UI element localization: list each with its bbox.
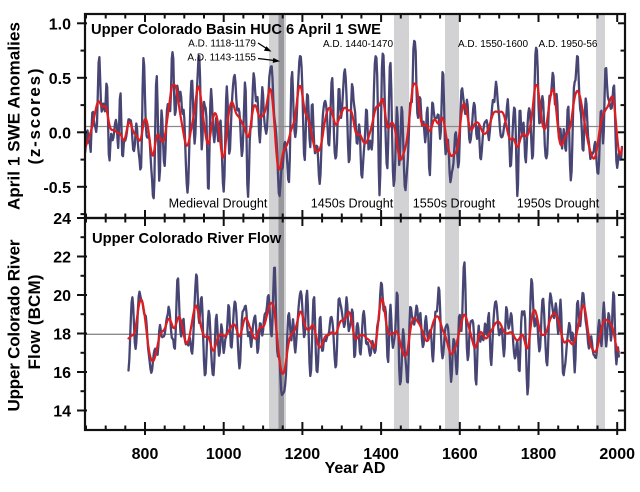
svg-text:April 1 SWE Anomalies: April 1 SWE Anomalies — [5, 22, 24, 210]
svg-text:24: 24 — [53, 211, 71, 228]
svg-text:1800: 1800 — [521, 446, 557, 463]
svg-text:1950s Drought: 1950s Drought — [517, 197, 600, 211]
svg-text:A.D. 1550-1600: A.D. 1550-1600 — [458, 39, 528, 50]
svg-text:Year AD: Year AD — [325, 460, 386, 477]
svg-text:Upper Colorado River: Upper Colorado River — [5, 239, 24, 411]
svg-text:800: 800 — [132, 446, 159, 463]
svg-text:A.D. 1118-1179: A.D. 1118-1179 — [188, 39, 256, 50]
svg-text:1400: 1400 — [363, 446, 399, 463]
svg-text:1000: 1000 — [206, 446, 242, 463]
svg-text:1600: 1600 — [442, 446, 478, 463]
svg-text:0.5: 0.5 — [49, 71, 71, 88]
svg-text:(z-scores): (z-scores) — [25, 69, 44, 165]
svg-text:2000: 2000 — [599, 446, 635, 463]
svg-text:20: 20 — [53, 288, 71, 305]
svg-text:A.D. 1143-1155: A.D. 1143-1155 — [187, 53, 256, 64]
svg-text:Upper Colorado River Flow: Upper Colorado River Flow — [92, 231, 282, 247]
svg-text:Medieval Drought: Medieval Drought — [169, 197, 268, 211]
svg-text:A.D. 1950-56: A.D. 1950-56 — [539, 39, 598, 50]
svg-text:16: 16 — [53, 365, 71, 382]
svg-text:1450s Drought: 1450s Drought — [311, 197, 394, 211]
svg-text:14: 14 — [53, 404, 71, 421]
svg-text:1200: 1200 — [285, 446, 321, 463]
svg-text:0.0: 0.0 — [49, 125, 71, 142]
svg-text:-0.5: -0.5 — [43, 180, 71, 197]
svg-text:Upper Colorado Basin HUC 6 Apr: Upper Colorado Basin HUC 6 April 1 SWE — [91, 22, 381, 38]
svg-text:1.0: 1.0 — [49, 16, 71, 33]
svg-text:18: 18 — [53, 327, 71, 344]
svg-text:1550s Drought: 1550s Drought — [413, 197, 496, 211]
svg-text:A.D. 1440-1470: A.D. 1440-1470 — [323, 39, 393, 50]
svg-text:Flow (BCM): Flow (BCM) — [25, 275, 44, 370]
svg-text:22: 22 — [53, 250, 71, 267]
